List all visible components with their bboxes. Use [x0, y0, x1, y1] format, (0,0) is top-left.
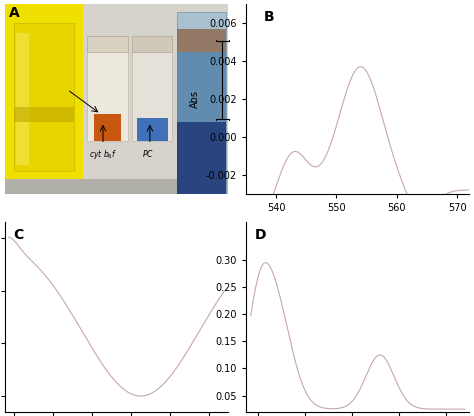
Y-axis label: Abs: Abs: [190, 90, 200, 108]
Bar: [16, 32, 29, 165]
Bar: [94, 114, 121, 141]
Bar: [5, 4, 83, 178]
Bar: [177, 29, 226, 52]
Bar: [5, 178, 228, 194]
Bar: [83, 4, 228, 178]
Bar: [132, 36, 172, 52]
Bar: [87, 46, 128, 141]
Text: C: C: [14, 228, 24, 242]
Bar: [132, 46, 172, 141]
Bar: [14, 23, 74, 171]
Bar: [177, 122, 226, 194]
Text: cyt $b_6f$: cyt $b_6f$: [89, 148, 117, 161]
Text: $PC$: $PC$: [142, 148, 154, 159]
Bar: [14, 106, 74, 122]
Bar: [87, 36, 128, 52]
Bar: [137, 118, 168, 141]
Text: A: A: [9, 6, 20, 20]
Text: B: B: [264, 10, 274, 24]
Bar: [177, 12, 226, 194]
Text: D: D: [255, 228, 266, 242]
Bar: [177, 52, 226, 122]
